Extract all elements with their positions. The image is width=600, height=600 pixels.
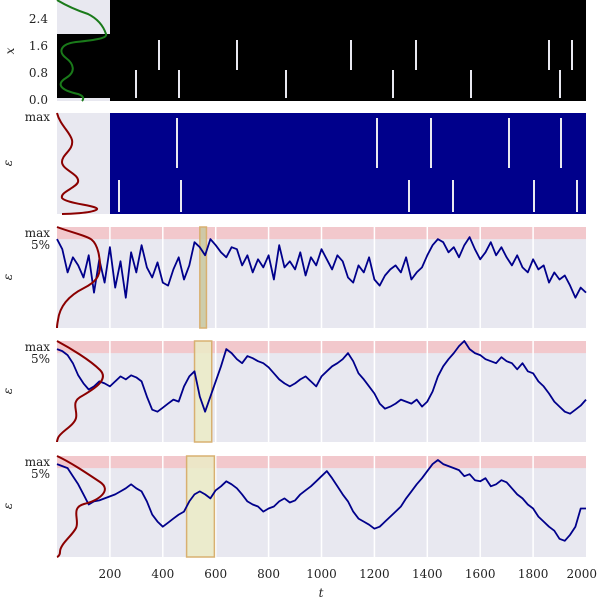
panel-4-ytick-max: max: [25, 340, 51, 354]
panel-1: x 2.4 1.6 0.8 0.0: [3, 0, 586, 107]
x-axis: 200 400 600 800 1000 1200 1400 1600 1800 2000: [98, 567, 597, 581]
panel-5-density-curve: [56, 455, 106, 558]
panel-2-trace-gaps: [118, 118, 578, 212]
panel-2-gap: [118, 180, 120, 212]
panel-1-dense-trace: [110, 0, 586, 101]
panel-2: ε max: [1, 110, 586, 215]
panel-4-series-line: [56, 340, 587, 415]
x-axis-label: t: [319, 586, 324, 600]
x-tick-label: 2000: [566, 567, 597, 581]
panel-2-density-curve: [56, 112, 98, 215]
x-tick-label: 200: [98, 567, 121, 581]
panel-1-gap: [178, 70, 180, 98]
panel-2-gap: [560, 118, 562, 168]
panel-1-gap: [571, 40, 573, 70]
panel-5-highlight-window: [185, 455, 216, 558]
panel-3-ytick-max: max: [25, 226, 51, 240]
panel-5-ylabel: ε: [1, 503, 15, 509]
panel-4-highlight-window: [193, 340, 213, 443]
x-tick-label: 400: [151, 567, 174, 581]
panel-4-ylabel: ε: [1, 388, 15, 394]
x-tick-label: 800: [257, 567, 280, 581]
panel-1-trace-gaps: [135, 40, 573, 98]
x-tick-label: 1200: [359, 567, 390, 581]
panel-1-ylabel: x: [3, 47, 17, 54]
panel-1-gap: [392, 70, 394, 98]
panel-3-series-line: [56, 236, 587, 299]
panel-1-gap: [135, 70, 137, 98]
panel-1-gap: [559, 70, 561, 98]
panel-1-gap: [158, 40, 160, 70]
x-tick-label: 1400: [412, 567, 443, 581]
panel-1-gap: [415, 40, 417, 70]
panel-2-gap: [576, 180, 578, 212]
panel-2-ytick-max: max: [25, 110, 51, 124]
panel-3-ytick-5pct: 5%: [31, 238, 50, 252]
panel-3-density-curve: [56, 226, 102, 329]
panel-2-gap: [508, 118, 510, 168]
panel-1-gap: [285, 70, 287, 98]
panel-2-gap: [533, 180, 535, 212]
panel-1-ytick-0-8: 0.8: [29, 66, 48, 80]
x-tick-label: 1600: [465, 567, 496, 581]
panel-2-dense-trace: [110, 113, 586, 214]
panel-3-ylabel: ε: [1, 274, 15, 280]
panel-1-gap: [470, 70, 472, 98]
panel-2-gap: [430, 118, 432, 168]
x-tick-label: 1000: [306, 567, 337, 581]
x-tick-label: 600: [204, 567, 227, 581]
panel-1-ytick-2-4: 2.4: [29, 12, 48, 26]
panel-4-density-curve: [56, 340, 104, 443]
panel-3-highlight-window: [199, 226, 208, 329]
panel-2-gap: [408, 180, 410, 212]
panel-1-gap: [548, 40, 550, 70]
panel-1-gap: [236, 40, 238, 70]
panel-1-ytick-0-0: 0.0: [29, 93, 48, 107]
panel-5-series-line: [56, 459, 586, 542]
panel-4-ytick-5pct: 5%: [31, 352, 50, 366]
panel-2-gap: [376, 118, 378, 168]
panel-2-gap: [180, 180, 182, 212]
panel-1-density-curve: [56, 0, 108, 102]
panel-2-ylabel: ε: [1, 160, 15, 166]
panel-1-gap: [350, 40, 352, 70]
panel-1-dense-trace-gap: [57, 34, 110, 98]
panel-5-ytick-max: max: [25, 455, 51, 469]
panel-5-ytick-5pct: 5%: [31, 467, 50, 481]
panel-2-gap: [452, 180, 454, 212]
x-tick-label: 1800: [518, 567, 549, 581]
panel-2-gap: [176, 118, 178, 168]
panel-1-ytick-1-6: 1.6: [29, 39, 48, 53]
